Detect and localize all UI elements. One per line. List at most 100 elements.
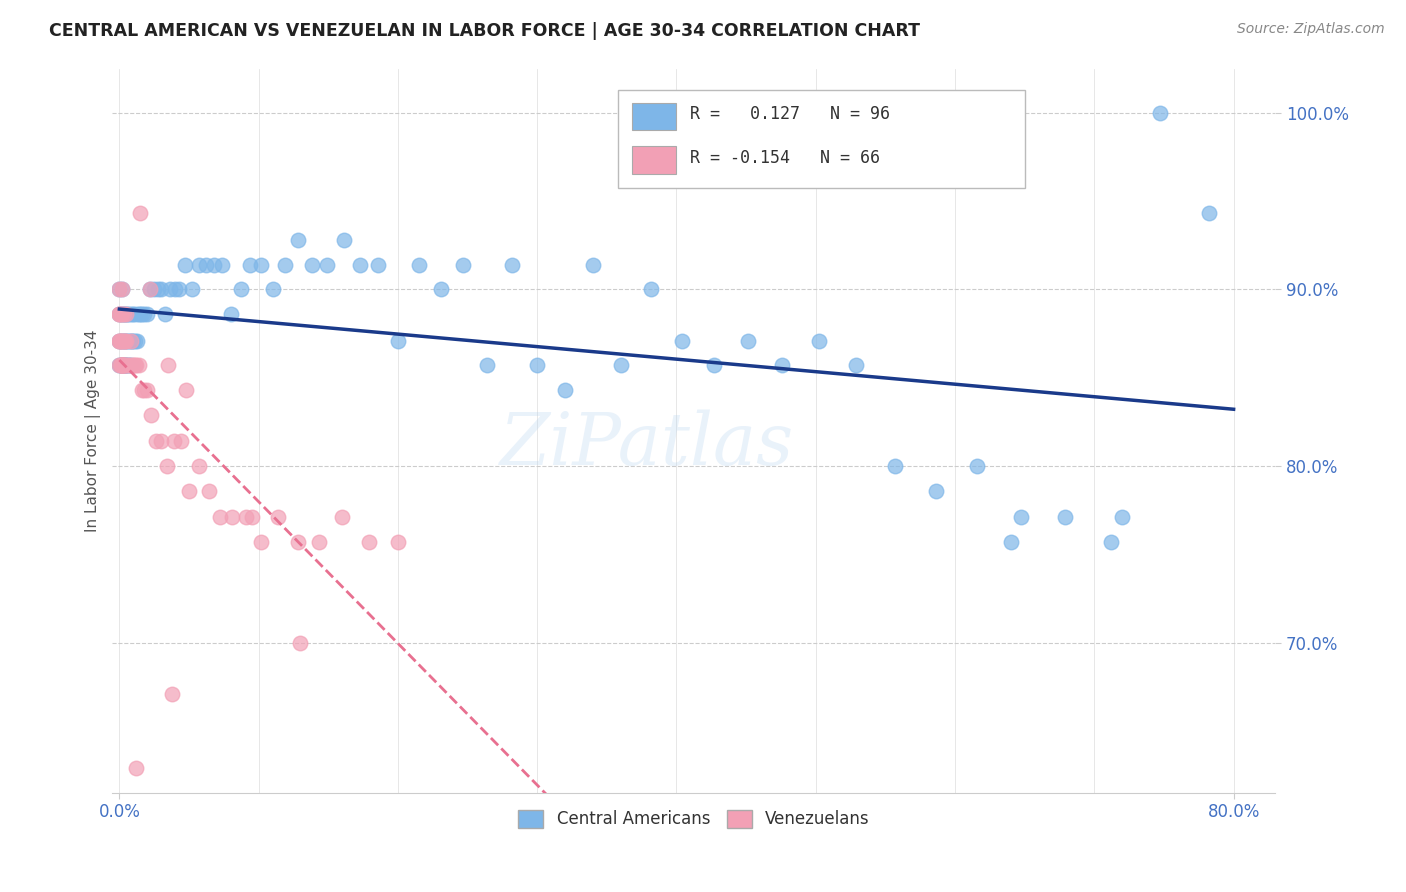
Point	[157, 358, 180, 372]
Point	[475, 358, 498, 372]
Point	[120, 334, 142, 348]
Point	[108, 307, 131, 321]
Point	[108, 307, 131, 321]
Point	[118, 358, 141, 372]
Point	[274, 258, 297, 272]
Point	[150, 282, 173, 296]
Point	[110, 358, 132, 372]
Point	[235, 510, 257, 524]
Point	[966, 458, 988, 473]
Point	[332, 233, 354, 247]
Point	[737, 334, 759, 348]
Point	[110, 334, 132, 348]
Point	[112, 334, 135, 348]
Point	[229, 282, 252, 296]
Point	[112, 358, 135, 372]
Text: ZiPatlas: ZiPatlas	[501, 409, 794, 480]
Point	[139, 282, 162, 296]
Point	[111, 358, 134, 372]
Text: CENTRAL AMERICAN VS VENEZUELAN IN LABOR FORCE | AGE 30-34 CORRELATION CHART: CENTRAL AMERICAN VS VENEZUELAN IN LABOR …	[49, 22, 920, 40]
Point	[128, 307, 150, 321]
Point	[173, 258, 195, 272]
Point	[136, 383, 159, 397]
Point	[148, 282, 170, 296]
Point	[111, 282, 134, 296]
Point	[501, 258, 523, 272]
Point	[110, 358, 132, 372]
Point	[125, 761, 148, 775]
Point	[117, 334, 139, 348]
Point	[150, 434, 173, 449]
Point	[180, 282, 202, 296]
FancyBboxPatch shape	[633, 103, 676, 130]
Point	[387, 534, 409, 549]
Point	[262, 282, 284, 296]
Point	[129, 206, 152, 220]
Point	[125, 307, 148, 321]
Point	[349, 258, 371, 272]
Point	[287, 534, 309, 549]
Point	[115, 334, 138, 348]
Point	[108, 282, 131, 296]
Point	[807, 334, 830, 348]
Point	[115, 358, 138, 372]
Point	[120, 358, 142, 372]
Point	[159, 282, 181, 296]
Point	[114, 358, 136, 372]
Point	[111, 358, 134, 372]
Point	[845, 358, 868, 372]
Point	[526, 358, 548, 372]
Point	[610, 358, 633, 372]
Point	[112, 334, 135, 348]
Point	[111, 358, 134, 372]
Point	[640, 282, 662, 296]
Point	[124, 358, 146, 372]
Point	[582, 258, 605, 272]
Point	[111, 358, 134, 372]
Point	[194, 258, 217, 272]
Point	[1111, 510, 1133, 524]
Point	[121, 358, 143, 372]
Point	[301, 258, 323, 272]
Point	[177, 483, 200, 498]
Point	[114, 307, 136, 321]
Point	[108, 358, 131, 372]
Point	[110, 307, 132, 321]
Point	[122, 334, 145, 348]
Point	[357, 534, 380, 549]
Point	[118, 307, 141, 321]
Point	[120, 334, 142, 348]
Point	[316, 258, 339, 272]
Point	[554, 383, 576, 397]
Point	[924, 483, 946, 498]
Point	[117, 307, 139, 321]
Text: Source: ZipAtlas.com: Source: ZipAtlas.com	[1237, 22, 1385, 37]
Text: R =   0.127   N = 96: R = 0.127 N = 96	[690, 105, 890, 123]
Point	[453, 258, 475, 272]
Point	[703, 358, 725, 372]
Point	[122, 307, 145, 321]
Point	[112, 358, 135, 372]
Point	[111, 307, 134, 321]
Point	[221, 510, 243, 524]
Point	[187, 258, 209, 272]
Point	[156, 458, 179, 473]
Point	[240, 510, 263, 524]
Point	[117, 358, 139, 372]
Point	[112, 307, 135, 321]
Point	[131, 307, 153, 321]
Point	[114, 358, 136, 372]
Point	[136, 307, 159, 321]
Point	[267, 510, 290, 524]
Point	[108, 307, 131, 321]
Point	[127, 334, 149, 348]
Point	[111, 282, 134, 296]
FancyBboxPatch shape	[619, 90, 1025, 188]
Point	[108, 334, 131, 348]
Point	[165, 282, 187, 296]
Point	[143, 282, 166, 296]
Point	[187, 458, 209, 473]
Point	[115, 307, 138, 321]
Point	[122, 358, 145, 372]
Point	[110, 307, 132, 321]
